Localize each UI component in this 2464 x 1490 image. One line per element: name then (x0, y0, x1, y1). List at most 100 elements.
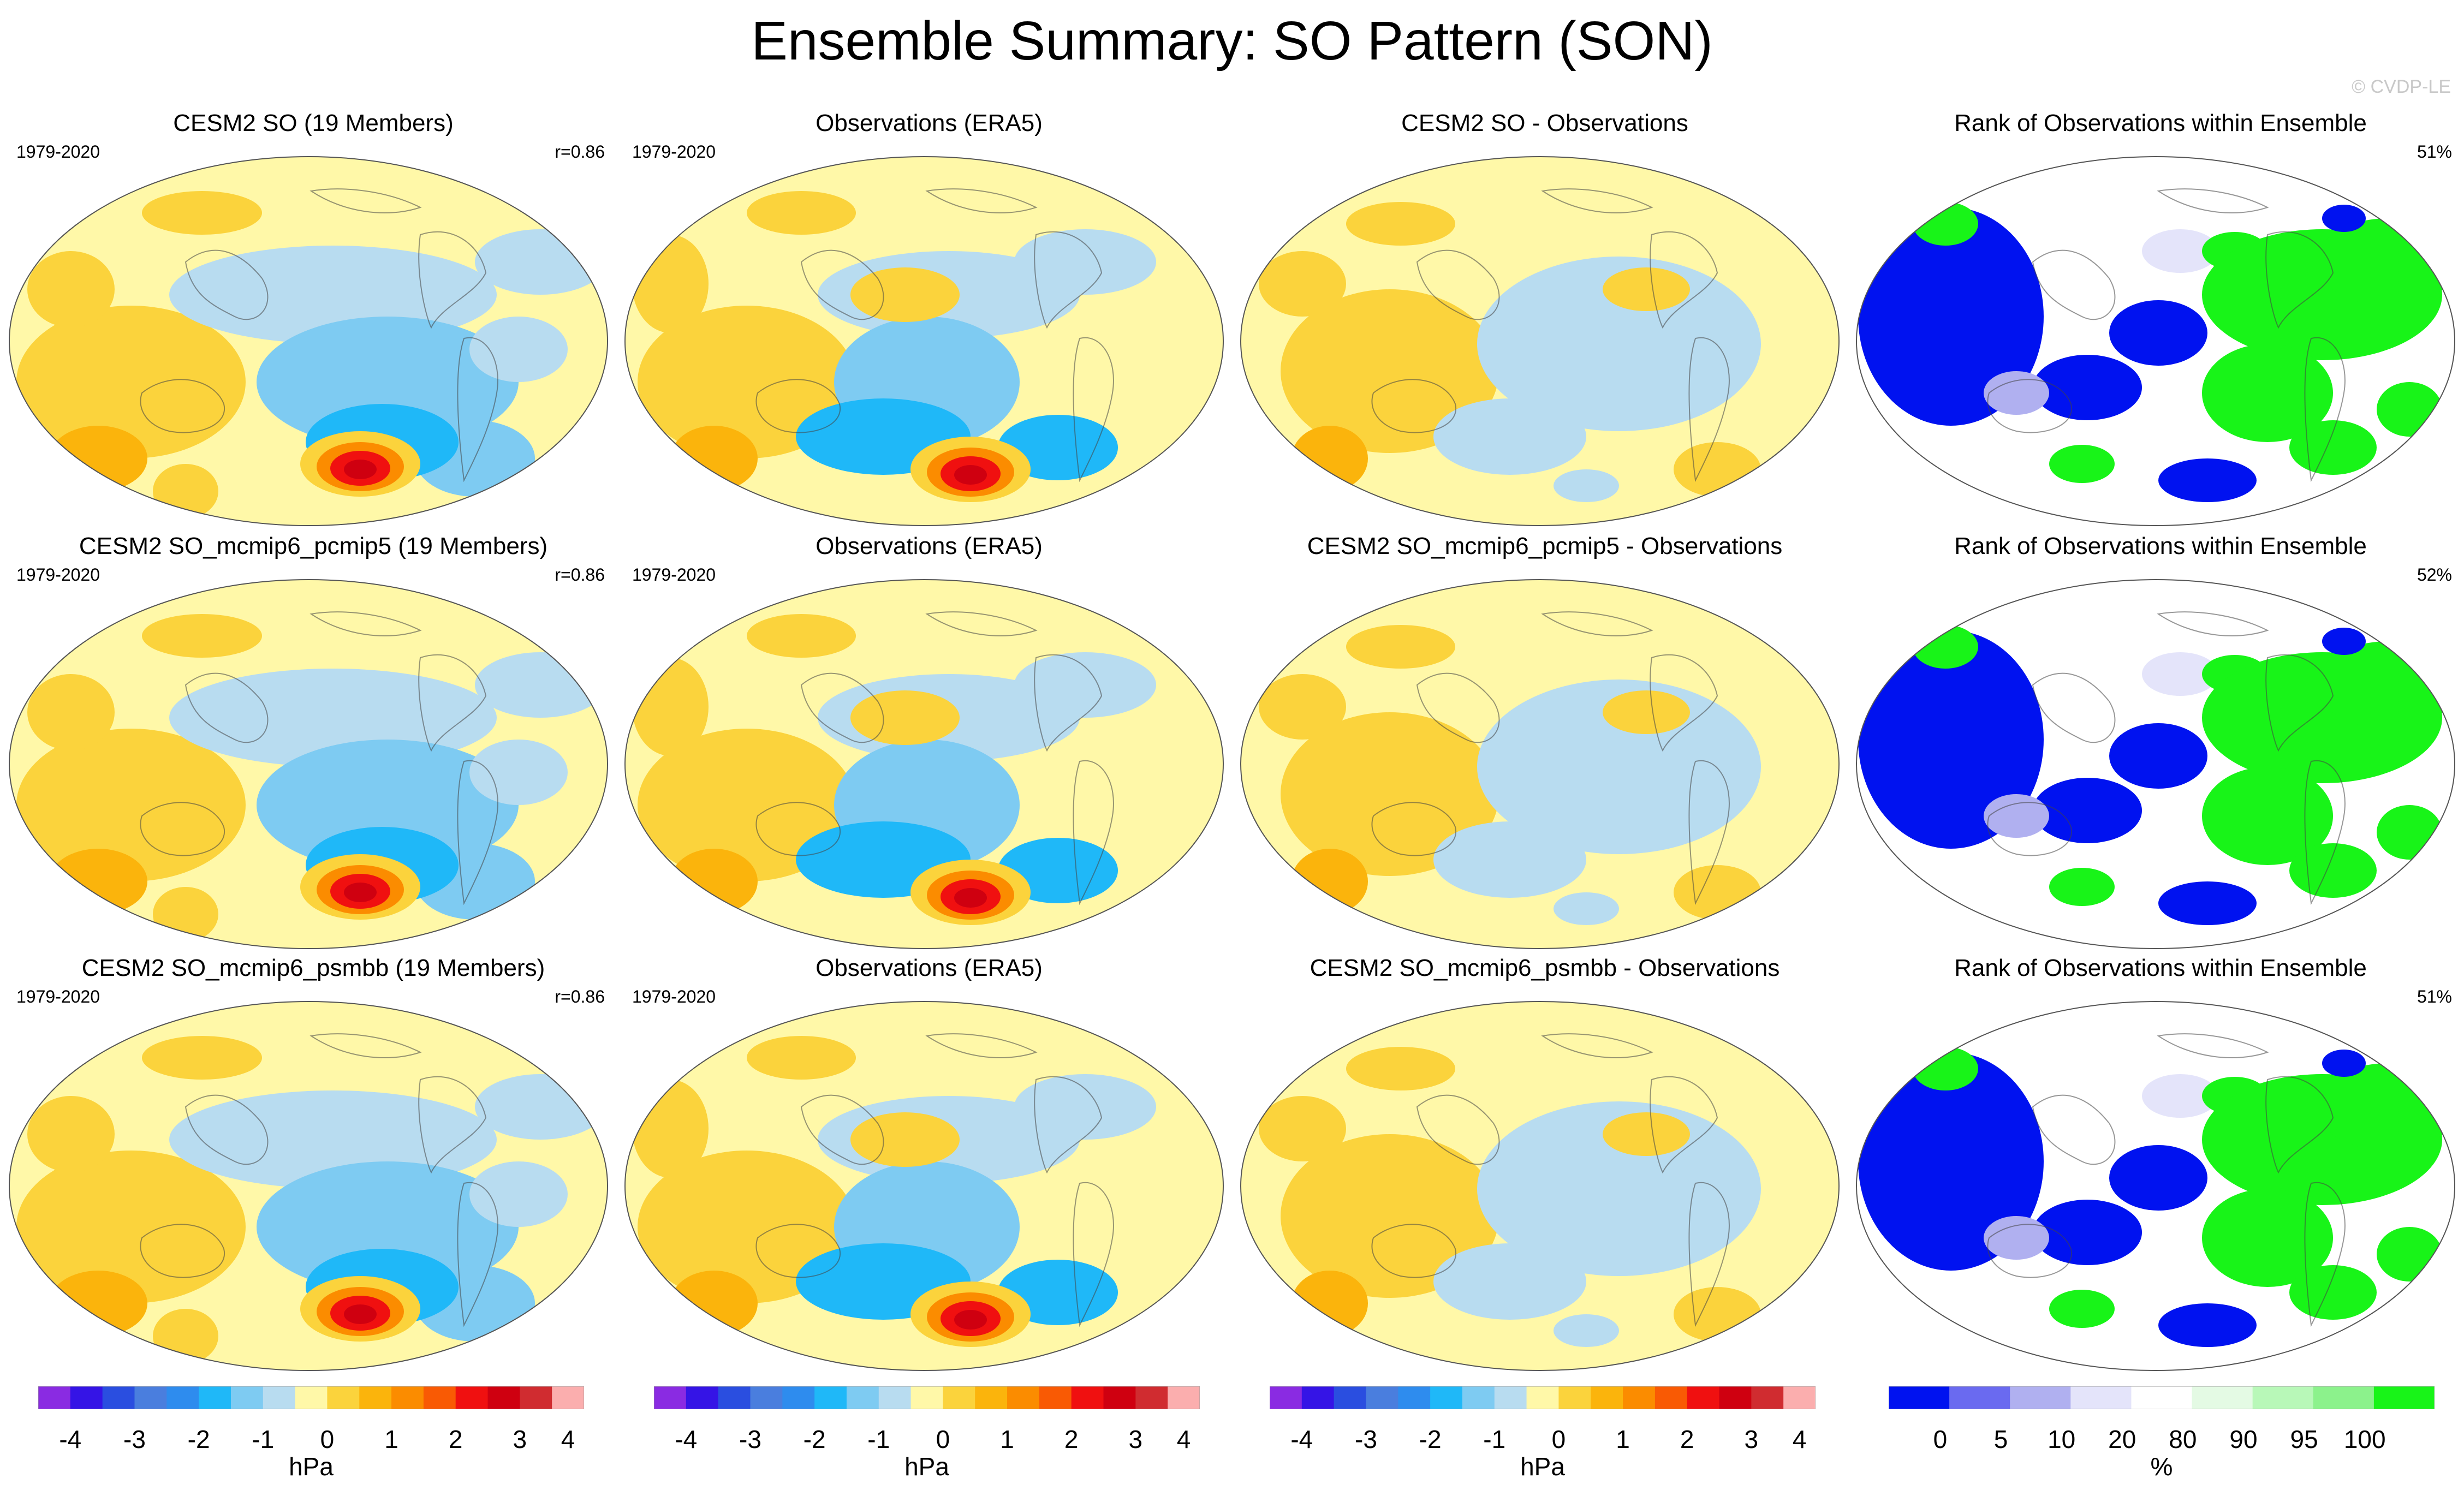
map-outline (1240, 579, 1840, 949)
coastline (1416, 672, 1500, 743)
colorbar-swatch (1687, 1386, 1720, 1409)
anomaly-contour (2322, 1050, 2366, 1077)
colorbar-swatch (750, 1386, 783, 1409)
stat-label: r=0.86 (555, 142, 605, 162)
colorbar-swatch (878, 1386, 912, 1409)
colorbar-tick-label: 0 (320, 1425, 335, 1453)
map-panel-rank: Rank of Observations within Ensemble 51% (1853, 954, 2464, 1374)
anomaly-contour (2202, 1189, 2333, 1287)
anomaly-contour (2377, 805, 2442, 860)
colorbar-swatch (263, 1386, 296, 1409)
stat-label: r=0.86 (555, 565, 605, 585)
coastline (1987, 802, 2073, 856)
colorbar-tick-label: -4 (675, 1425, 698, 1453)
anomaly-contour (1281, 289, 1499, 453)
colorbar-swatch (1135, 1386, 1168, 1409)
map-outline (9, 579, 608, 949)
colorbar-swatch (1103, 1386, 1136, 1409)
colorbar-hpa: -4 -3 -2 -1 0 1 2 3 4 hPa (654, 1386, 1200, 1490)
anomaly-contour (27, 251, 115, 327)
colorbar-tick-label: 1 (1000, 1425, 1014, 1453)
colorbar-hpa: -4 -3 -2 -1 0 1 2 3 4 hPa (1270, 1386, 1816, 1490)
coastline (2265, 1076, 2334, 1174)
anomaly-contour (344, 883, 377, 902)
anomaly-contour (2033, 355, 2142, 420)
map-field (625, 157, 1223, 526)
anomaly-contour (1554, 469, 1619, 502)
colorbar-tick-label: -2 (1419, 1425, 1442, 1453)
coastline (1034, 231, 1103, 329)
colorbar-tick-label: 0 (1551, 1425, 1566, 1453)
anomaly-contour (638, 729, 856, 881)
anomaly-contour (1291, 849, 1368, 914)
colorbar-swatch (1270, 1386, 1302, 1409)
period-label: 1979-2020 (16, 565, 100, 585)
anomaly-contour (1554, 892, 1619, 925)
anomaly-contour (1346, 1047, 1455, 1090)
map-panel-rank: Rank of Observations within Ensemble 51% (1853, 109, 2464, 529)
coastline (1416, 1094, 1500, 1165)
map-rank (1856, 156, 2455, 526)
anomaly-contour (2377, 1227, 2442, 1282)
anomaly-contour (1913, 625, 1978, 669)
main-title: Ensemble Summary: SO Pattern (SON) (751, 10, 1713, 71)
map-field (1856, 580, 2455, 949)
anomaly-contour (153, 1309, 218, 1363)
panel-title: CESM2 SO_mcmip6_psmbb - Observations (1310, 955, 1780, 981)
anomaly-contour (1433, 398, 1586, 475)
colorbar-swatch (1494, 1386, 1527, 1409)
coastline (2265, 231, 2334, 329)
anomaly-contour (638, 1151, 856, 1303)
colorbar-swatch (423, 1386, 456, 1409)
anomaly-contour (632, 658, 709, 756)
colorbar-swatch (654, 1386, 687, 1409)
coastline (184, 1094, 269, 1165)
colorbar-tick-label: 2 (1680, 1425, 1694, 1453)
colorbar-swatch (487, 1386, 520, 1409)
panel-title: CESM2 SO (19 Members) (173, 110, 454, 136)
anomaly-contour (954, 1310, 987, 1330)
colorbar-tick-label: 20 (2108, 1425, 2136, 1453)
colorbar-swatch (1039, 1386, 1072, 1409)
map-panel-rank: Rank of Observations within Ensemble 52% (1853, 532, 2464, 952)
anomaly-contour (27, 674, 115, 750)
anomaly-contour (475, 1074, 606, 1140)
anomaly-contour (1014, 652, 1156, 718)
map-outline (624, 579, 1224, 949)
anomaly-contour (1858, 1052, 2044, 1271)
colorbar-swatch (2131, 1386, 2193, 1409)
map-rank (1856, 579, 2455, 949)
colorbar-swatch (1526, 1386, 1559, 1409)
coastline (800, 249, 884, 320)
map-model (9, 579, 608, 949)
copyright-watermark: © CVDP-LE (2352, 76, 2451, 97)
anomaly-contour (747, 191, 856, 235)
anomaly-contour (2289, 420, 2377, 475)
anomaly-contour (1858, 630, 2044, 849)
coastline (1034, 1076, 1103, 1174)
map-outline (1240, 1001, 1840, 1371)
anomaly-contour (1259, 1096, 1346, 1161)
colorbar-swatch (102, 1386, 135, 1409)
anomaly-contour (344, 460, 377, 479)
anomaly-contour (850, 267, 960, 322)
colorbar-swatch (1783, 1386, 1816, 1409)
colorbar-swatch (2192, 1386, 2253, 1409)
coastline (1073, 760, 1114, 905)
coastline (925, 1033, 1038, 1058)
panel-title: CESM2 SO - Observations (1401, 110, 1688, 136)
map-outline (9, 1001, 608, 1371)
colorbar-tick-label: 1 (384, 1425, 398, 1453)
colorbar-tick-label: 80 (2169, 1425, 2197, 1453)
stat-label: 52% (2417, 565, 2452, 585)
anomaly-contour (1913, 202, 1978, 246)
coastline (457, 760, 498, 905)
map-field (1856, 1002, 2455, 1370)
coastline (140, 1224, 225, 1278)
anomaly-contour (2049, 445, 2115, 483)
colorbar-swatch (1889, 1386, 1950, 1409)
colorbar-tick-label: -3 (123, 1425, 146, 1453)
anomaly-contour (1603, 690, 1690, 734)
colorbar-tick-label: -4 (1290, 1425, 1313, 1453)
anomaly-contour (142, 191, 262, 235)
